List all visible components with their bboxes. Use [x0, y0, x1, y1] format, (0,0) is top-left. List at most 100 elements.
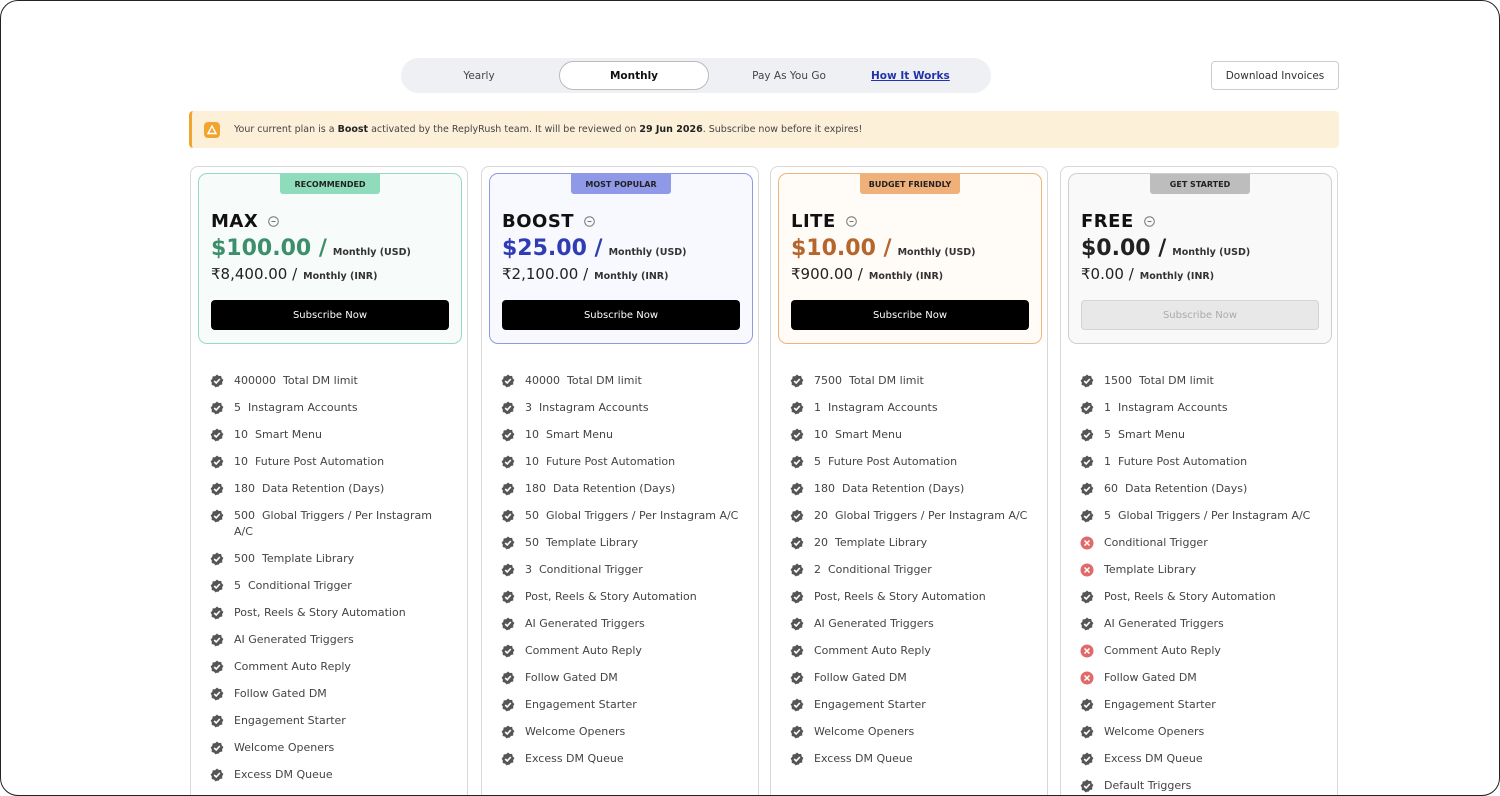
- feature-text: Comment Auto Reply: [234, 659, 351, 675]
- check-icon: [790, 698, 804, 712]
- check-icon: [790, 482, 804, 496]
- feature-text: AI Generated Triggers: [234, 632, 354, 648]
- feature-count: 10: [234, 428, 248, 441]
- feature-count: 10: [525, 428, 539, 441]
- feature-count: 180: [525, 482, 546, 495]
- check-icon: [790, 590, 804, 604]
- usd-period: Monthly (USD): [897, 247, 976, 258]
- feature-label: Smart Menu: [255, 428, 322, 441]
- feature: 1 Future Post Automation: [1080, 454, 1320, 470]
- feature-text: 20 Template Library: [814, 535, 927, 551]
- feature-text: 180 Data Retention (Days): [814, 481, 964, 497]
- feature-count: 10: [525, 455, 539, 468]
- plan-header: MOST POPULAR BOOST $25.00 / Monthly (USD) ₹2…: [489, 173, 753, 344]
- feature-label: Comment Auto Reply: [234, 660, 351, 673]
- check-icon: [501, 509, 515, 523]
- feature: 10 Future Post Automation: [501, 454, 741, 470]
- check-icon: [210, 633, 224, 647]
- feature-text: 1 Instagram Accounts: [1104, 400, 1228, 416]
- info-icon[interactable]: [1143, 216, 1155, 227]
- plan-header: RECOMMENDED MAX $100.00 / Monthly (USD) ₹8,4…: [198, 173, 462, 344]
- how-it-works-link[interactable]: How It Works: [871, 69, 950, 82]
- tab[interactable]: Monthly: [559, 61, 709, 90]
- check-icon: [210, 401, 224, 415]
- feature-count: 2: [814, 563, 821, 576]
- inr-price: ₹900.00 /: [791, 265, 863, 283]
- feature-label: Conditional Trigger: [539, 563, 643, 576]
- usd-price-row: $10.00 / Monthly (USD): [791, 236, 976, 261]
- plan-name: MAX: [211, 211, 259, 232]
- feature-label: Data Retention (Days): [842, 482, 965, 495]
- feature-text: 500 Template Library: [234, 551, 354, 567]
- feature-label: Post, Reels & Story Automation: [814, 590, 986, 603]
- feature-label: Engagement Starter: [234, 714, 346, 727]
- feature: AI Generated Triggers: [1080, 616, 1320, 632]
- feature-text: Excess DM Queue: [234, 767, 333, 783]
- feature: 500 Global Triggers / Per Instagram A/C: [210, 508, 450, 540]
- feature-count: 500: [234, 509, 255, 522]
- check-icon: [501, 428, 515, 442]
- info-icon[interactable]: [584, 216, 595, 227]
- feature-label: Excess DM Queue: [814, 752, 913, 765]
- billing-tabs: Yearly Monthly Pay As You Go How It Works: [401, 58, 991, 93]
- feature: 50 Global Triggers / Per Instagram A/C: [501, 508, 741, 524]
- feature-text: Welcome Openers: [1104, 724, 1204, 740]
- tab[interactable]: Pay As You Go: [752, 69, 826, 82]
- feature: 1 Instagram Accounts: [790, 400, 1030, 416]
- plan-header: GET STARTED FREE $0.00 / Monthly (USD) ₹0.00…: [1068, 173, 1332, 344]
- check-icon: [790, 455, 804, 469]
- inr-period: Monthly (INR): [594, 271, 669, 282]
- check-icon: [501, 752, 515, 766]
- subscribe-button[interactable]: Subscribe Now: [502, 300, 740, 330]
- feature-list: 400000 Total DM limit 5 Instagram Accounts 1…: [210, 373, 450, 783]
- inr-price: ₹8,400.00 /: [211, 265, 298, 283]
- feature-count: 3: [525, 563, 532, 576]
- inr-price-row: ₹0.00 / Monthly (INR): [1081, 265, 1214, 283]
- feature-label: Excess DM Queue: [234, 768, 333, 781]
- feature-text: Engagement Starter: [1104, 697, 1216, 713]
- subscribe-button[interactable]: Subscribe Now: [211, 300, 449, 330]
- feature-label: Future Post Automation: [255, 455, 385, 468]
- plan-name-row: MAX: [211, 211, 280, 232]
- check-icon: [790, 671, 804, 685]
- feature-text: Follow Gated DM: [525, 670, 618, 686]
- feature-text: 400000 Total DM limit: [234, 373, 358, 389]
- feature: Post, Reels & Story Automation: [501, 589, 741, 605]
- feature: 2 Conditional Trigger: [790, 562, 1030, 578]
- feature-label: Future Post Automation: [1118, 455, 1248, 468]
- feature: AI Generated Triggers: [501, 616, 741, 632]
- download-invoices-button[interactable]: Download Invoices: [1211, 61, 1339, 90]
- check-icon: [1080, 752, 1094, 766]
- feature-text: 50 Global Triggers / Per Instagram A/C: [525, 508, 738, 524]
- feature-text: 10 Future Post Automation: [234, 454, 384, 470]
- feature: 1500 Total DM limit: [1080, 373, 1320, 389]
- info-icon[interactable]: [268, 216, 280, 227]
- feature: 5 Smart Menu: [1080, 427, 1320, 443]
- feature-text: AI Generated Triggers: [525, 616, 645, 632]
- feature-label: Post, Reels & Story Automation: [525, 590, 697, 603]
- feature: 5 Global Triggers / Per Instagram A/C: [1080, 508, 1320, 524]
- banner-text: 29 Jun 2026: [639, 124, 703, 135]
- feature-label: Excess DM Queue: [1104, 752, 1203, 765]
- feature-label: Engagement Starter: [1104, 698, 1216, 711]
- feature-label: Total DM limit: [283, 374, 358, 387]
- feature-label: Excess DM Queue: [525, 752, 624, 765]
- check-icon: [210, 606, 224, 620]
- feature-text: Post, Reels & Story Automation: [814, 589, 986, 605]
- check-icon: [501, 374, 515, 388]
- feature: 7500 Total DM limit: [790, 373, 1030, 389]
- tab[interactable]: Yearly: [463, 69, 495, 82]
- info-icon[interactable]: [845, 216, 857, 227]
- check-icon: [210, 660, 224, 674]
- feature-text: Engagement Starter: [525, 697, 637, 713]
- banner-text: activated by the ReplyRush team. It will…: [368, 124, 640, 135]
- feature-text: 1 Instagram Accounts: [814, 400, 938, 416]
- check-icon: [790, 428, 804, 442]
- feature: Excess DM Queue: [210, 767, 450, 783]
- feature: Follow Gated DM: [210, 686, 450, 702]
- subscribe-button[interactable]: Subscribe Now: [791, 300, 1029, 330]
- plan-card: RECOMMENDED MAX $100.00 / Monthly (USD) ₹8,4…: [190, 166, 468, 795]
- inr-period: Monthly (INR): [868, 271, 944, 282]
- feature-label: Template Library: [262, 552, 355, 565]
- usd-price-row: $25.00 / Monthly (USD): [502, 236, 687, 261]
